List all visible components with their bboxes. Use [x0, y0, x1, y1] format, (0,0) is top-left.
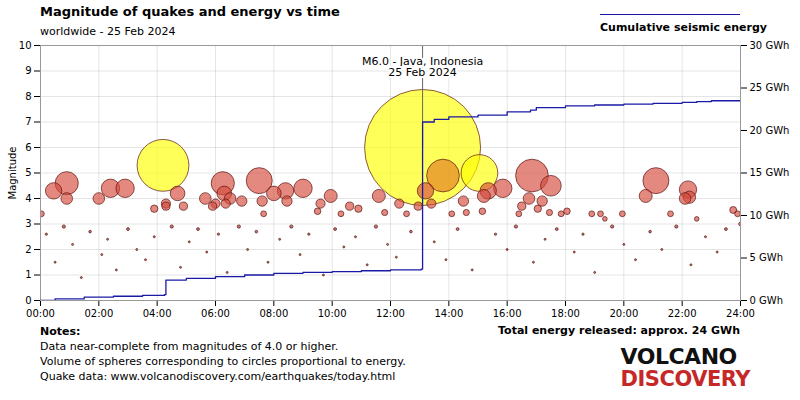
- svg-text:20:00: 20:00: [609, 308, 638, 319]
- svg-text:0: 0: [25, 295, 31, 306]
- html-text:VOLCANO: VOLCANO: [620, 344, 737, 369]
- html-text:Quake data: www.volcanodiscove: Quake data: www.volcanodiscovery.com/ear…: [40, 370, 396, 383]
- html-text:DISCOVERY: DISCOVERY: [620, 367, 750, 391]
- svg-text:0 GWh: 0 GWh: [750, 295, 784, 306]
- html-text:Cumulative seismic energy: Cumulative seismic energy: [600, 21, 767, 34]
- svg-text:18:00: 18:00: [551, 308, 580, 319]
- svg-text:12:00: 12:00: [376, 308, 405, 319]
- svg-text:5 GWh: 5 GWh: [750, 252, 784, 263]
- svg-text:30 GWh: 30 GWh: [750, 40, 790, 51]
- svg-text:02:00: 02:00: [84, 308, 113, 319]
- svg-text:6: 6: [25, 142, 31, 153]
- svg-text:04:00: 04:00: [143, 308, 172, 319]
- svg-text:15 GWh: 15 GWh: [750, 167, 790, 178]
- svg-text:10 GWh: 10 GWh: [750, 210, 790, 221]
- html-text:Data near-complete from magnit: Data near-complete from magnitudes of 4.…: [40, 340, 339, 353]
- svg-text:5: 5: [25, 167, 31, 178]
- html-text:Magnitude of quakes and energy: Magnitude of quakes and energy vs time: [40, 4, 340, 19]
- html-text:worldwide - 25 Feb 2024: worldwide - 25 Feb 2024: [40, 25, 176, 38]
- svg-text:06:00: 06:00: [201, 308, 230, 319]
- svg-text:7: 7: [25, 116, 31, 127]
- svg-text:9: 9: [25, 65, 31, 76]
- svg-text:M6.0 - Java, Indonesia25 Feb 2: M6.0 - Java, Indonesia25 Feb 2024: [362, 55, 483, 79]
- svg-text:00:00: 00:00: [26, 308, 55, 319]
- svg-text:22:00: 22:00: [668, 308, 697, 319]
- svg-text:3: 3: [25, 218, 31, 229]
- html-text:Notes:: Notes:: [40, 325, 81, 338]
- html-text:Total energy released: approx.: Total energy released: approx. 24 GWh: [498, 324, 740, 337]
- svg-text:24:00: 24:00: [726, 308, 755, 319]
- svg-text:14:00: 14:00: [434, 308, 463, 319]
- svg-text:08:00: 08:00: [259, 308, 288, 319]
- svg-text:10: 10: [19, 40, 32, 51]
- svg-text:16:00: 16:00: [493, 308, 522, 319]
- svg-text:4: 4: [25, 193, 31, 204]
- html-text:Volume of spheres correspondin: Volume of spheres corresponding to circl…: [40, 355, 406, 368]
- svg-text:25 GWh: 25 GWh: [750, 82, 790, 93]
- svg-text:8: 8: [25, 91, 31, 102]
- svg-text:10:00: 10:00: [318, 308, 347, 319]
- svg-text:2: 2: [25, 244, 31, 255]
- svg-text:Magnitude: Magnitude: [7, 147, 18, 200]
- svg-text:20 GWh: 20 GWh: [750, 125, 790, 136]
- svg-text:1: 1: [25, 269, 31, 280]
